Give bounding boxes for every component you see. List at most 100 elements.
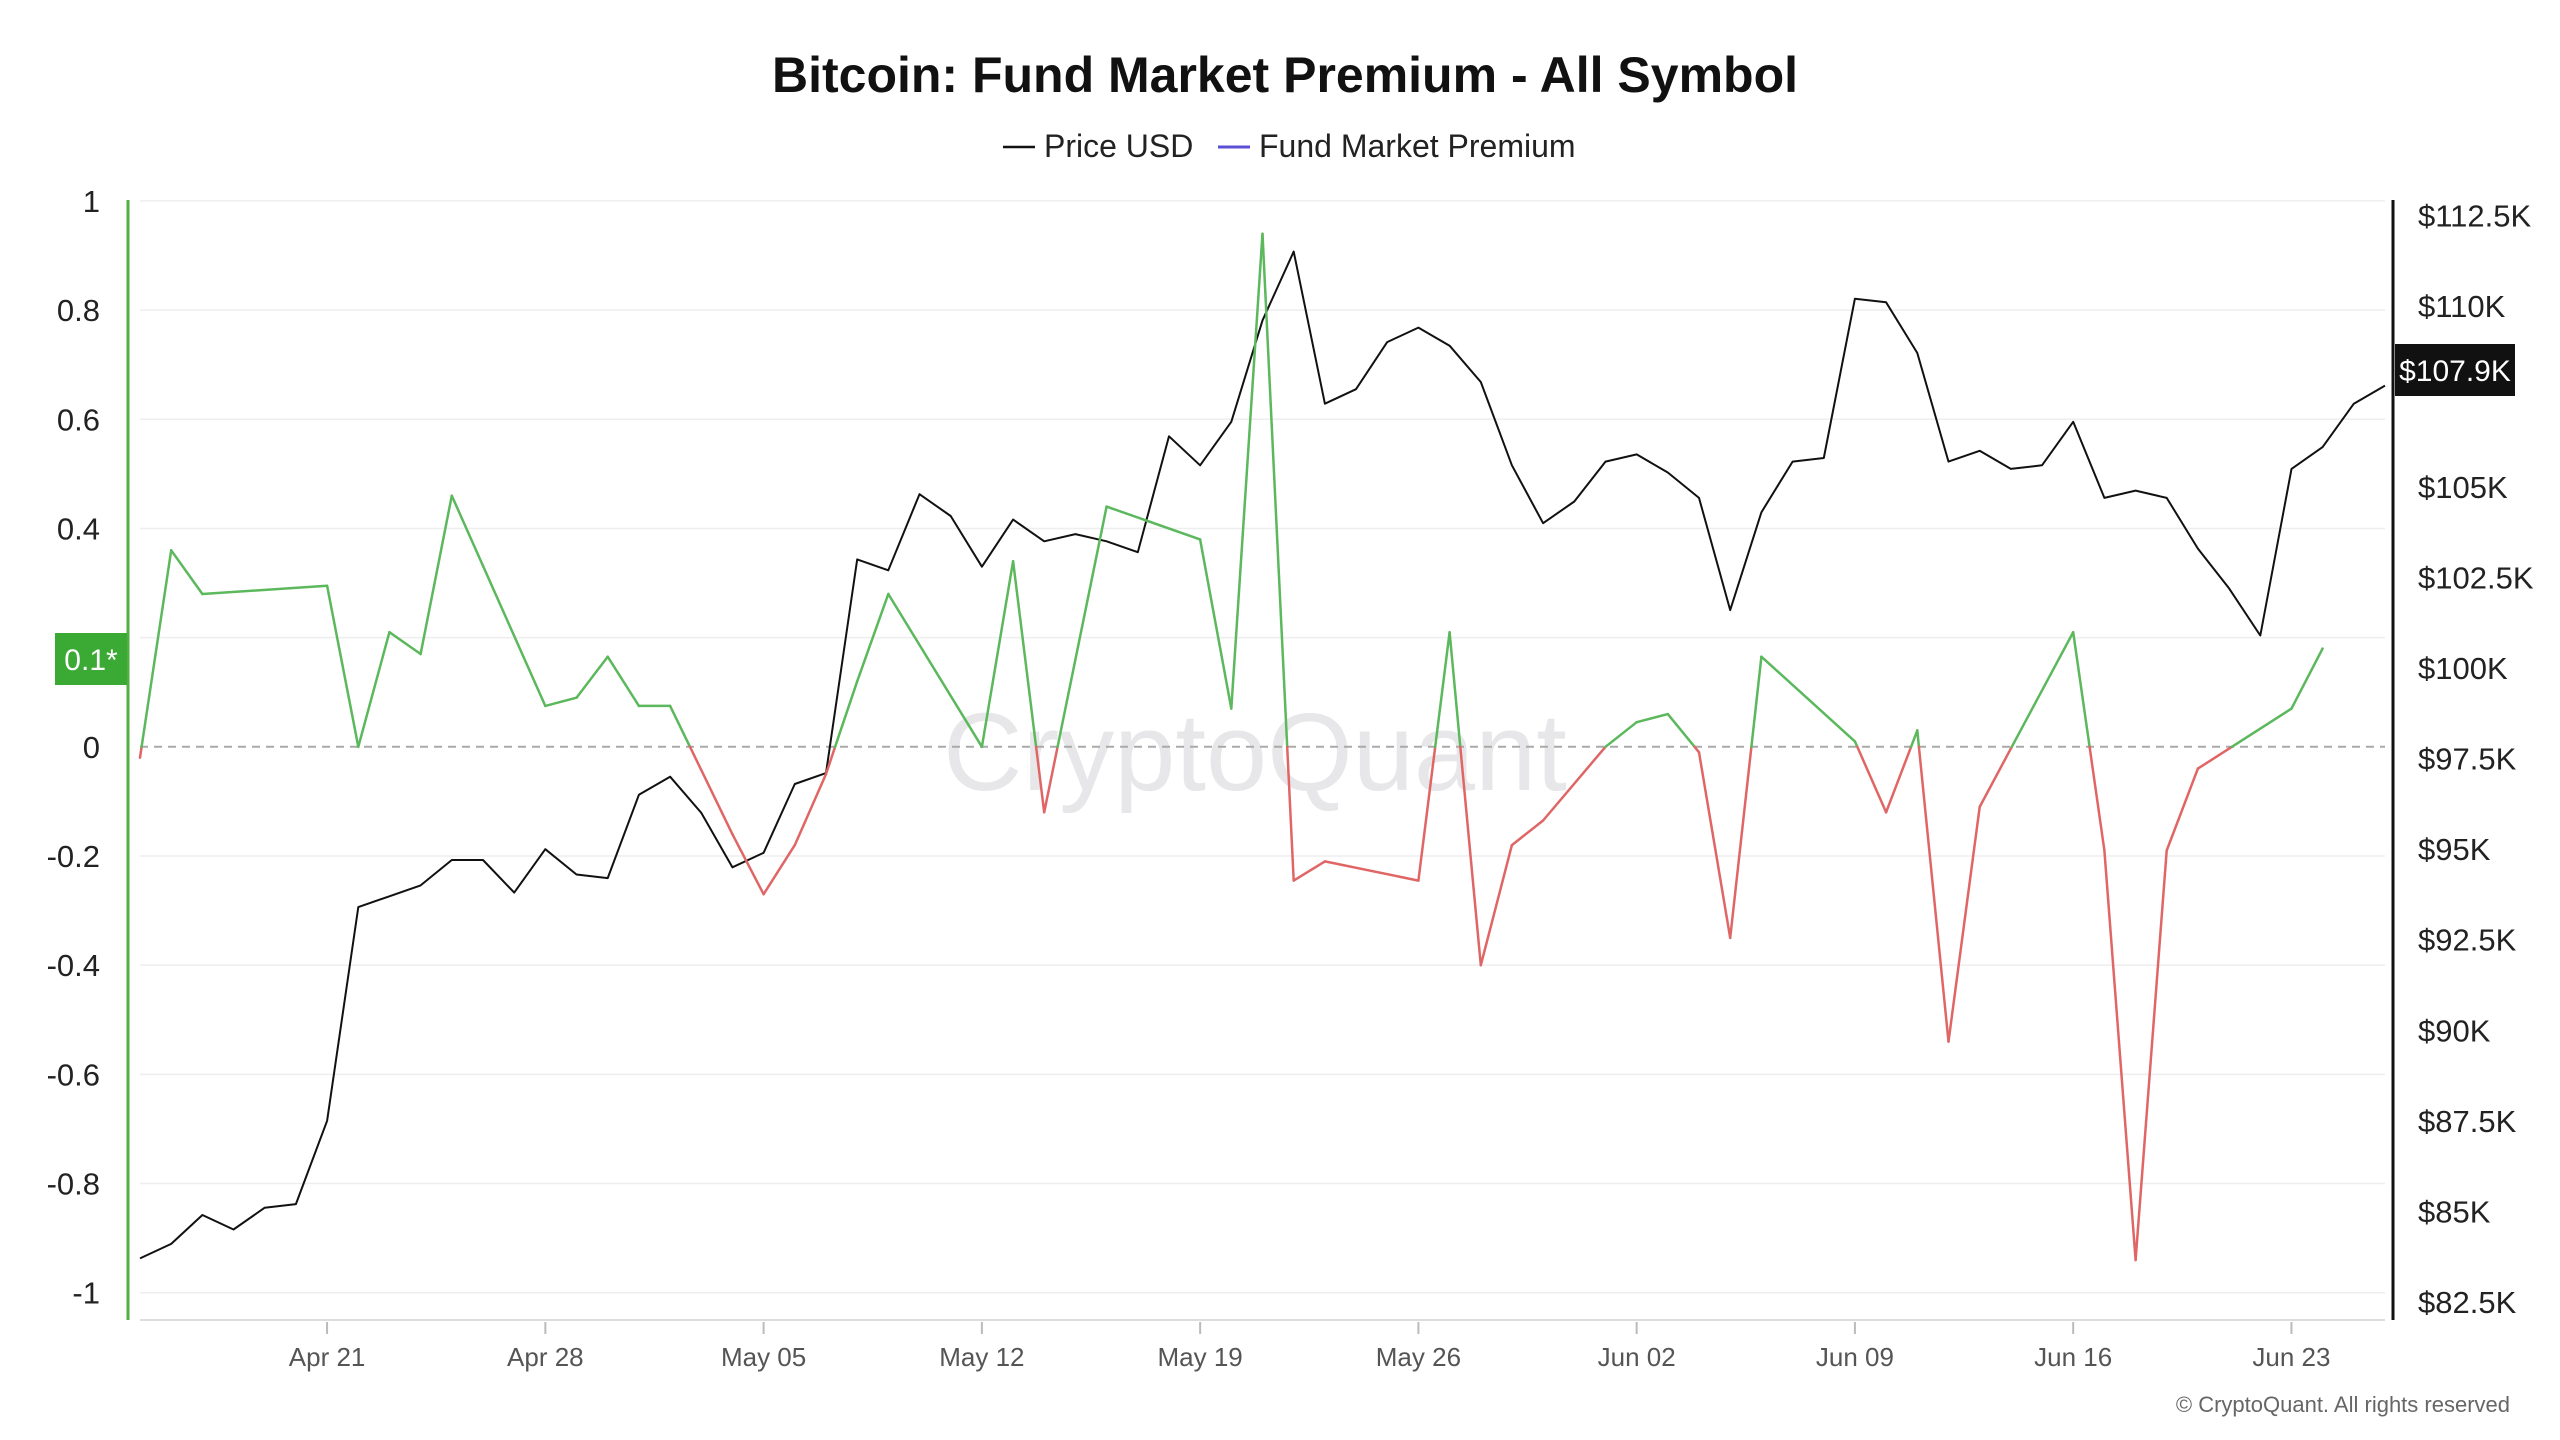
premium-segment-negative [1856, 745, 1888, 814]
y-left-tick-label: 1 [83, 184, 100, 219]
premium-segment-positive [980, 559, 1015, 749]
x-tick-label: Jun 02 [1598, 1342, 1676, 1372]
premium-segment-positive [1056, 505, 1108, 749]
y-right-tick-label: $85K [2418, 1194, 2491, 1229]
x-tick-label: May 26 [1376, 1342, 1461, 1372]
y-right-tick-label: $95K [2418, 832, 2491, 867]
premium-segment-positive [544, 696, 578, 708]
x-tick-label: Jun 09 [1816, 1342, 1894, 1372]
grid-layer [140, 200, 2385, 1294]
premium-segment-negative [1541, 745, 1607, 822]
premium-segment-positive [140, 549, 173, 749]
premium-segment-negative [1728, 745, 1753, 940]
premium-segment-positive [1604, 720, 1638, 749]
premium-segment-negative [1479, 843, 1514, 967]
y-left-tick-label: -0.8 [47, 1167, 100, 1202]
right-badge-label: $107.9K [2399, 355, 2511, 388]
y-right-tick-label: $110K [2418, 289, 2506, 324]
premium-segment-positive [1433, 630, 1451, 749]
premium-segment-positive [1230, 232, 1264, 710]
legend-label-price: Price USD [1044, 128, 1193, 164]
series-layer [138, 232, 2386, 1262]
y-left-tick-label: 0.4 [57, 511, 100, 546]
premium-segment-negative [1697, 751, 1732, 940]
y-right-tick-label: $90K [2418, 1013, 2491, 1048]
premium-segment-negative [2165, 767, 2200, 852]
premium-segment-negative [762, 843, 797, 896]
premium-segment-positive [201, 584, 329, 596]
premium-segment-positive [2010, 630, 2075, 749]
y-right-tick-label: $102.5K [2418, 561, 2534, 596]
premium-segment-positive [388, 630, 422, 656]
y-right-tick-label: $87.5K [2418, 1104, 2517, 1139]
premium-segment-negative [1285, 745, 1295, 882]
premium-segment-positive [833, 680, 859, 749]
premium-segment-positive [169, 549, 204, 596]
premium-segment-negative [2134, 849, 2168, 1262]
premium-segment-positive [1011, 559, 1038, 749]
premium-segment-negative [138, 745, 143, 759]
series-line-price-usd [139, 250, 2386, 1260]
chart-title: Bitcoin: Fund Market Premium - All Symbo… [772, 47, 1798, 103]
premium-segment-negative [793, 772, 828, 847]
y-left-tick-label: -0.4 [47, 948, 100, 983]
y-right-tick-label: $82.5K [2418, 1285, 2517, 1320]
premium-segment-positive [2290, 647, 2324, 710]
premium-segment-positive [1261, 232, 1289, 749]
left-badge-box [55, 633, 127, 685]
legend-item-premium[interactable]: Fund Market Premium [1218, 128, 1576, 164]
right-badge: $107.9K [2395, 344, 2515, 396]
x-tick-label: Jun 23 [2252, 1342, 2330, 1372]
premium-segment-positive [887, 592, 984, 749]
y-right-tick-label: $105K [2418, 470, 2508, 505]
premium-segment-negative [1978, 745, 2014, 809]
premium-segment-negative [1042, 745, 1059, 814]
premium-segment-negative [1917, 745, 1950, 1043]
premium-segment-positive [325, 584, 360, 749]
legend-item-price[interactable]: Price USD [1003, 128, 1193, 164]
premium-segment-positive [575, 655, 609, 699]
x-tick-label: Apr 28 [507, 1342, 584, 1372]
left-badge: 0.1* [55, 633, 127, 685]
y-right-tick-label: $92.5K [2418, 923, 2517, 958]
premium-segment-negative [1510, 819, 1545, 847]
y-left-tick-label: -1 [72, 1276, 100, 1311]
legend-label-premium: Fund Market Premium [1259, 128, 1576, 164]
premium-segment-positive [357, 630, 391, 749]
premium-segment-negative [1884, 745, 1913, 814]
premium-segment-negative [731, 832, 765, 896]
x-tick-label: Apr 21 [289, 1342, 366, 1372]
premium-segment-negative [688, 745, 734, 836]
premium-segment-positive [1916, 729, 1921, 749]
premium-segment-positive [1909, 729, 1919, 749]
y-left-tick-label: 0.6 [57, 402, 100, 437]
y-right-tick-label: $112.5K [2418, 198, 2532, 233]
right-badge-box [2395, 344, 2515, 396]
premium-segment-negative [1417, 745, 1437, 882]
premium-segment-negative [1459, 745, 1483, 967]
legend: Price USD Fund Market Premium [1003, 128, 1576, 164]
premium-segment-positive [1666, 712, 1696, 749]
premium-segment-negative [1323, 860, 1420, 882]
premium-segment-negative [1947, 805, 1981, 1043]
premium-segment-negative [824, 745, 837, 776]
y-right-tick-label: $100K [2418, 651, 2508, 686]
premium-segment-positive [855, 592, 890, 683]
premium-segment-positive [450, 494, 547, 708]
premium-segment-positive [1198, 538, 1233, 710]
premium-segment-negative [1292, 860, 1327, 882]
y-right-tick-label: $97.5K [2418, 742, 2517, 777]
x-tick-label: Jun 16 [2034, 1342, 2112, 1372]
y-left-tick-label: 0.8 [57, 293, 100, 328]
premium-segment-positive [1635, 712, 1670, 724]
axes-layer: 1 0.8 0.6 0.4 0 -0.2 -0.4 -0.6 -0.8 -1 $112.5K $110… [47, 184, 2534, 1372]
y-left-tick-label: -0.6 [47, 1057, 100, 1092]
x-tick-label: May 05 [721, 1342, 806, 1372]
premium-segment-positive [1760, 655, 1857, 743]
premium-segment-negative [2103, 849, 2137, 1262]
premium-segment-positive [1448, 630, 1462, 749]
premium-segment-positive [668, 704, 692, 749]
premium-segment-positive [2071, 630, 2091, 749]
